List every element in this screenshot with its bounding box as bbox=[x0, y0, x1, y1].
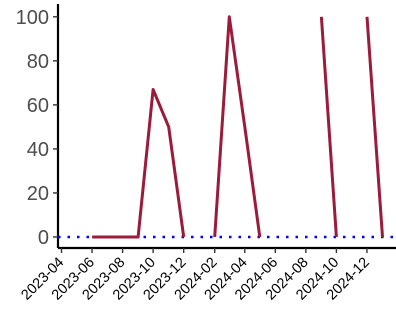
y-axis: 0 20 40 60 80 100 bbox=[16, 4, 60, 249]
plot-area bbox=[58, 15, 396, 239]
y-tick-label: 100 bbox=[16, 7, 49, 29]
series-line-segment bbox=[365, 16, 384, 238]
y-tick-label: 0 bbox=[38, 227, 49, 249]
series-line-segment bbox=[213, 15, 262, 238]
y-tick-label: 40 bbox=[27, 139, 49, 161]
x-axis: 2023-042023-062023-082023-102023-122024-… bbox=[18, 246, 396, 303]
series-line-segment bbox=[92, 88, 186, 239]
series-line-segment bbox=[319, 16, 338, 238]
y-tick-label: 20 bbox=[27, 183, 49, 205]
y-tick-label: 80 bbox=[27, 51, 49, 73]
y-tick-label: 60 bbox=[27, 95, 49, 117]
